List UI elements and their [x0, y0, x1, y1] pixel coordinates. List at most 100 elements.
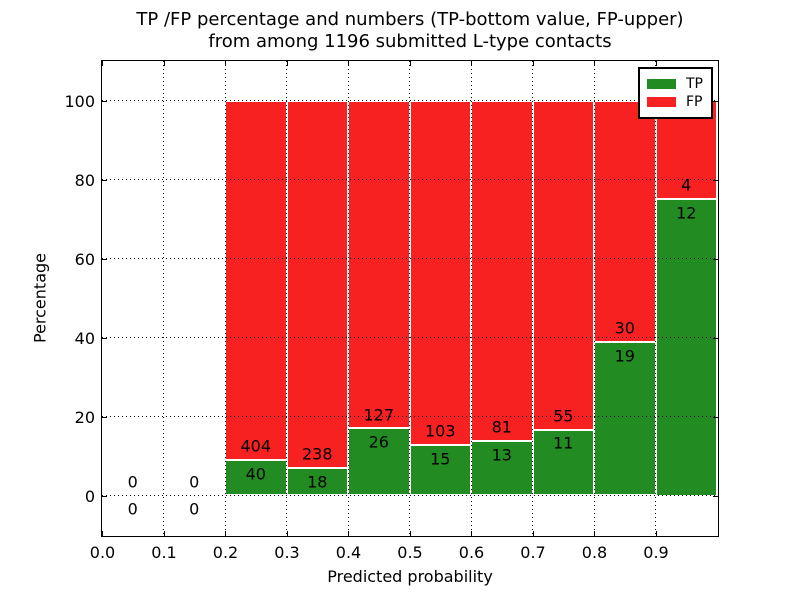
x-tick-mark [594, 61, 595, 66]
x-tick-mark [286, 531, 288, 536]
x-tick-mark [532, 61, 534, 66]
x-tick-mark [225, 531, 226, 536]
gridline-vertical [593, 61, 595, 535]
legend-item: TP [647, 76, 703, 92]
bar-fp-count-label: 238 [301, 444, 333, 464]
bar-fp-count-label: 55 [553, 406, 574, 426]
x-tick-mark [348, 61, 349, 66]
gridline-vertical [347, 61, 349, 535]
legend-swatch-fp [647, 97, 676, 107]
bar-fp-segment [594, 100, 656, 343]
bar-fp-count-label: 30 [614, 318, 635, 338]
bar-fp-count-label: 404 [240, 436, 272, 456]
bar-fp-segment [348, 100, 410, 429]
x-tick-label: 0.6 [458, 543, 485, 562]
y-tick-label: 100 [64, 91, 95, 111]
bar-tp-count-label: 11 [553, 433, 574, 453]
x-tick-mark [163, 61, 165, 66]
x-tick-mark [409, 531, 411, 536]
y-tick-mark [713, 258, 718, 260]
y-tick-mark [102, 495, 107, 497]
x-tick-label: 0.8 [581, 543, 608, 562]
bar-fp-count-label: 81 [491, 417, 512, 437]
x-tick-label: 0.3 [274, 543, 300, 562]
bar-tp-segment [532, 429, 594, 496]
bar-fp-count-label: 0 [127, 472, 138, 492]
x-tick-mark [102, 531, 103, 536]
chart-title-line1: TP /FP percentage and numbers (TP-bottom… [136, 9, 684, 30]
x-tick-mark [348, 531, 349, 536]
gridline-vertical [655, 61, 656, 535]
x-tick-label: 0.2 [212, 543, 239, 562]
y-tick-mark [713, 495, 718, 497]
gridline-vertical [286, 61, 287, 535]
x-tick-mark [655, 531, 657, 536]
bar-fp-segment [225, 100, 287, 460]
x-tick-label: 0.5 [397, 543, 423, 562]
bar-tp-count-label: 13 [491, 445, 512, 465]
bar-fp-segment [532, 100, 594, 430]
y-tick-label: 0 [84, 486, 95, 506]
bar-tp-count-label: 0 [189, 499, 200, 519]
legend-item: FP [647, 94, 703, 110]
y-tick-label: 60 [74, 249, 95, 269]
legend-label: FP [686, 94, 703, 110]
bar-tp-count-label: 19 [614, 346, 635, 366]
x-tick-mark [225, 61, 226, 66]
x-tick-label: 0.9 [643, 543, 669, 562]
bar-fp-segment [471, 100, 533, 441]
bar-tp-count-label: 18 [307, 472, 328, 492]
bar-fp-count-label: 0 [189, 472, 200, 492]
y-tick-mark [102, 337, 107, 339]
bar-fp-segment [409, 100, 471, 446]
y-tick-mark [713, 337, 718, 339]
x-tick-mark [163, 531, 165, 536]
legend: TP FP [638, 67, 713, 119]
x-tick-mark [594, 531, 595, 536]
gridline-vertical [163, 61, 164, 535]
bar-tp-segment [409, 445, 471, 496]
bar-fp-count-label: 103 [424, 421, 456, 441]
gridline-vertical [224, 61, 226, 535]
y-tick-mark [713, 100, 718, 102]
gridline-vertical [532, 61, 533, 535]
bar-fp-count-label: 127 [363, 405, 395, 425]
bar-tp-count-label: 40 [245, 464, 266, 484]
x-tick-mark [409, 61, 411, 66]
x-tick-mark [471, 531, 472, 536]
bar-tp-segment [655, 199, 717, 496]
y-tick-mark [713, 416, 718, 418]
x-tick-label: 0.4 [335, 543, 362, 562]
y-tick-label: 40 [74, 328, 95, 348]
legend-swatch-tp [647, 79, 676, 89]
y-tick-label: 80 [74, 170, 95, 190]
x-tick-label: 0.7 [520, 543, 546, 562]
y-tick-mark [102, 258, 107, 260]
x-tick-label: 0.1 [151, 543, 177, 562]
x-tick-mark [471, 61, 472, 66]
plot-area: TP FP 0 0 0 0 404 40 238 18 127 26 103 15 81 13 55 11 30 1… [101, 60, 719, 537]
chart-title-line2: from among 1196 submitted L-type contact… [208, 31, 612, 52]
legend-label: TP [686, 76, 703, 92]
bar-tp-segment [348, 428, 410, 496]
gridline-vertical [470, 61, 472, 535]
x-axis-label: Predicted probability [327, 567, 493, 586]
bar-tp-count-label: 0 [127, 499, 138, 519]
y-tick-mark [713, 179, 718, 181]
chart-title: TP /FP percentage and numbers (TP-bottom… [101, 9, 719, 53]
gridline-vertical [409, 61, 410, 535]
y-tick-label: 20 [74, 407, 95, 427]
y-tick-mark [102, 179, 107, 181]
bar-tp-count-label: 15 [430, 449, 451, 469]
x-tick-mark [102, 61, 103, 66]
bar-fp-count-label: 4 [681, 175, 692, 195]
x-tick-mark [532, 531, 534, 536]
bar-tp-count-label: 12 [676, 203, 697, 223]
x-tick-mark [286, 61, 288, 66]
y-tick-mark [102, 100, 107, 102]
x-tick-label: 0.0 [89, 543, 116, 562]
bar-tp-segment [594, 342, 656, 496]
bar-tp-count-label: 26 [368, 432, 389, 452]
y-tick-mark [102, 416, 107, 418]
